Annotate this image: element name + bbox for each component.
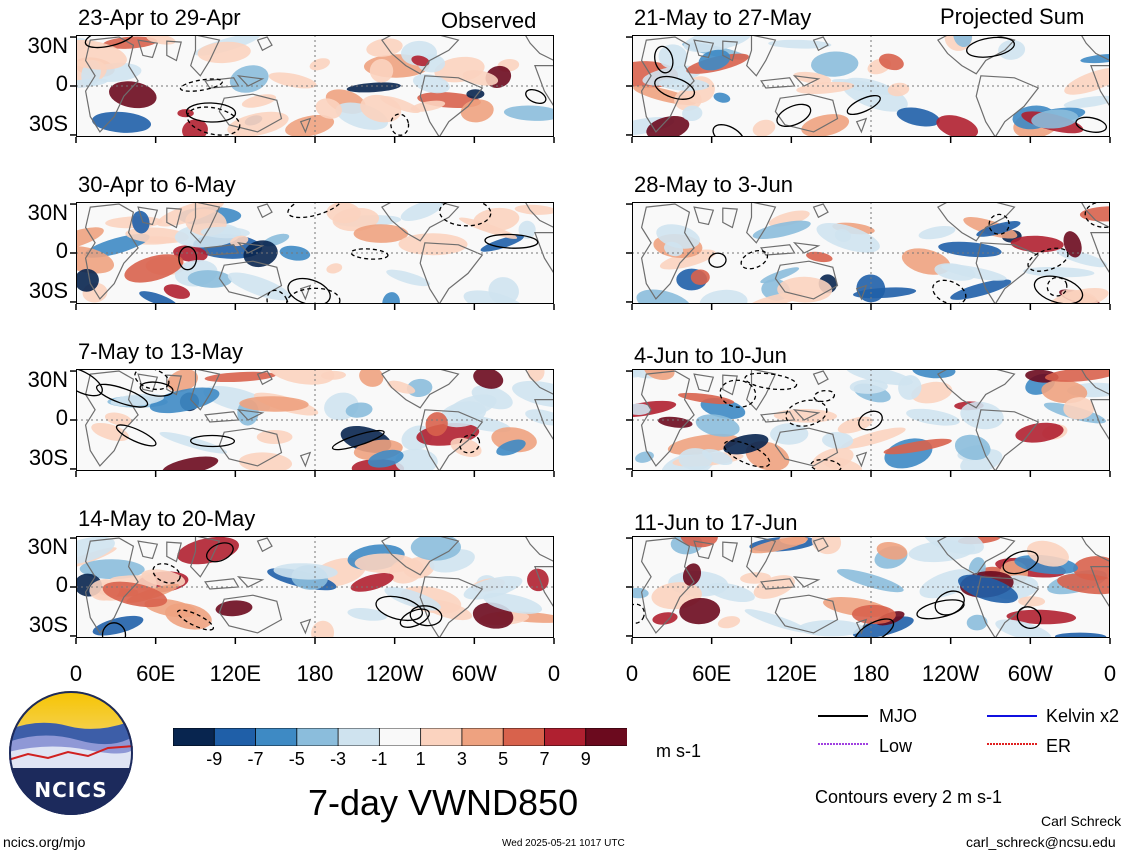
colorbar-swatch: [172, 727, 216, 747]
colorbar-label: -5: [288, 749, 305, 769]
colorbar-swatch: [213, 727, 257, 747]
lat-label: 30S: [28, 278, 68, 303]
lon-label: 180: [296, 661, 334, 686]
legend-mjo: MJO: [879, 706, 917, 726]
lon-label: 180: [852, 661, 890, 686]
map-ticks: [70, 370, 555, 477]
map-ticks: [626, 36, 1111, 143]
lon-label: 60E: [692, 661, 732, 686]
lat-label: 30N: [27, 33, 68, 58]
colorbar-swatch: [296, 727, 339, 747]
colorbar-swatch: [502, 727, 546, 747]
legend-kelvin: Kelvin x2: [1046, 706, 1120, 726]
lon-label: 120W: [921, 661, 980, 686]
lon-label: 0: [625, 661, 639, 686]
panel-title: 4-Jun to 10-Jun: [634, 343, 787, 368]
map-panel: [76, 202, 554, 304]
colorbar-label: -9: [206, 749, 223, 769]
lon-label: 60W: [1007, 661, 1053, 686]
colorbar-swatch: [461, 727, 505, 747]
lon-label: 120E: [209, 661, 262, 686]
lat-label: 30S: [28, 445, 68, 470]
panel-title: 30-Apr to 6-May: [78, 172, 236, 197]
lon-label: 0: [547, 661, 561, 686]
lat-label: 0: [55, 238, 68, 263]
colorbar-units: m s-1: [656, 741, 701, 761]
legend-er: ER: [1046, 736, 1072, 756]
colorbar-swatch: [255, 727, 298, 747]
map-panel: [632, 202, 1110, 304]
lat-label: 0: [55, 405, 68, 430]
map-ticks: [626, 537, 1111, 644]
lon-label: 0: [1103, 661, 1117, 686]
colorbar-label: 5: [498, 749, 509, 769]
lon-label: 60W: [451, 661, 497, 686]
colorbar: [172, 727, 628, 747]
lat-label: 0: [55, 71, 68, 96]
colorbar-label: -7: [247, 749, 264, 769]
colorbar-label: 3: [456, 749, 467, 769]
footer-author: Carl Schreck: [1041, 813, 1122, 829]
ncics-logo: NCICS: [8, 690, 134, 816]
panel-title: 11-Jun to 17-Jun: [634, 510, 798, 535]
lat-label: 30N: [27, 367, 68, 392]
panel-title: 7-May to 13-May: [78, 339, 244, 364]
panel-title: 23-Apr to 29-Apr: [78, 5, 241, 30]
panel-title: 21-May to 27-May: [634, 5, 812, 30]
lat-label: 30S: [28, 612, 68, 637]
lat-label: 0: [55, 572, 68, 597]
colorbar-swatch: [378, 727, 422, 747]
panel-title: 14-May to 20-May: [78, 506, 256, 531]
map-panel: [76, 536, 554, 638]
colorbar-swatch: [544, 727, 587, 747]
map-ticks: [626, 370, 1111, 477]
panel-title: 28-May to 3-Jun: [634, 172, 793, 197]
colorbar-label: 7: [539, 749, 550, 769]
colorbar-label: -3: [330, 749, 347, 769]
colorbar-label: 9: [580, 749, 591, 769]
observed-header: Observed: [441, 8, 537, 33]
colorbar-label: 1: [415, 749, 426, 769]
contour-note: Contours every 2 m s-1: [815, 787, 1003, 807]
colorbar-swatch: [585, 727, 628, 747]
lon-label: 120W: [365, 661, 424, 686]
lat-label: 30S: [28, 111, 68, 136]
map-panel: [632, 35, 1110, 137]
map-panel: [76, 35, 554, 137]
lat-label: 30N: [27, 534, 68, 559]
logo-text: NCICS: [34, 778, 108, 802]
map-ticks: [70, 537, 555, 644]
main-title: 7-day VWND850: [308, 782, 579, 823]
legend-low: Low: [879, 736, 913, 756]
colorbar-swatch: [420, 727, 463, 747]
lon-label: 120E: [765, 661, 818, 686]
legend: [815, 705, 1135, 765]
colorbar-label: -1: [371, 749, 388, 769]
colorbar-swatch: [337, 727, 381, 747]
map-panel: [632, 536, 1110, 638]
projected-header: Projected Sum: [940, 4, 1085, 29]
map-ticks: [70, 203, 555, 310]
map-panel: [632, 369, 1110, 471]
lon-label: 0: [69, 661, 83, 686]
map-ticks: [70, 36, 555, 143]
lon-label: 60E: [136, 661, 176, 686]
map-ticks: [626, 203, 1111, 310]
lat-label: 30N: [27, 200, 68, 225]
footer-site: ncics.org/mjo: [3, 834, 86, 850]
footer-email: carl_schreck@ncsu.edu: [966, 834, 1116, 850]
footer-timestamp: Wed 2025-05-21 1017 UTC: [502, 838, 625, 849]
